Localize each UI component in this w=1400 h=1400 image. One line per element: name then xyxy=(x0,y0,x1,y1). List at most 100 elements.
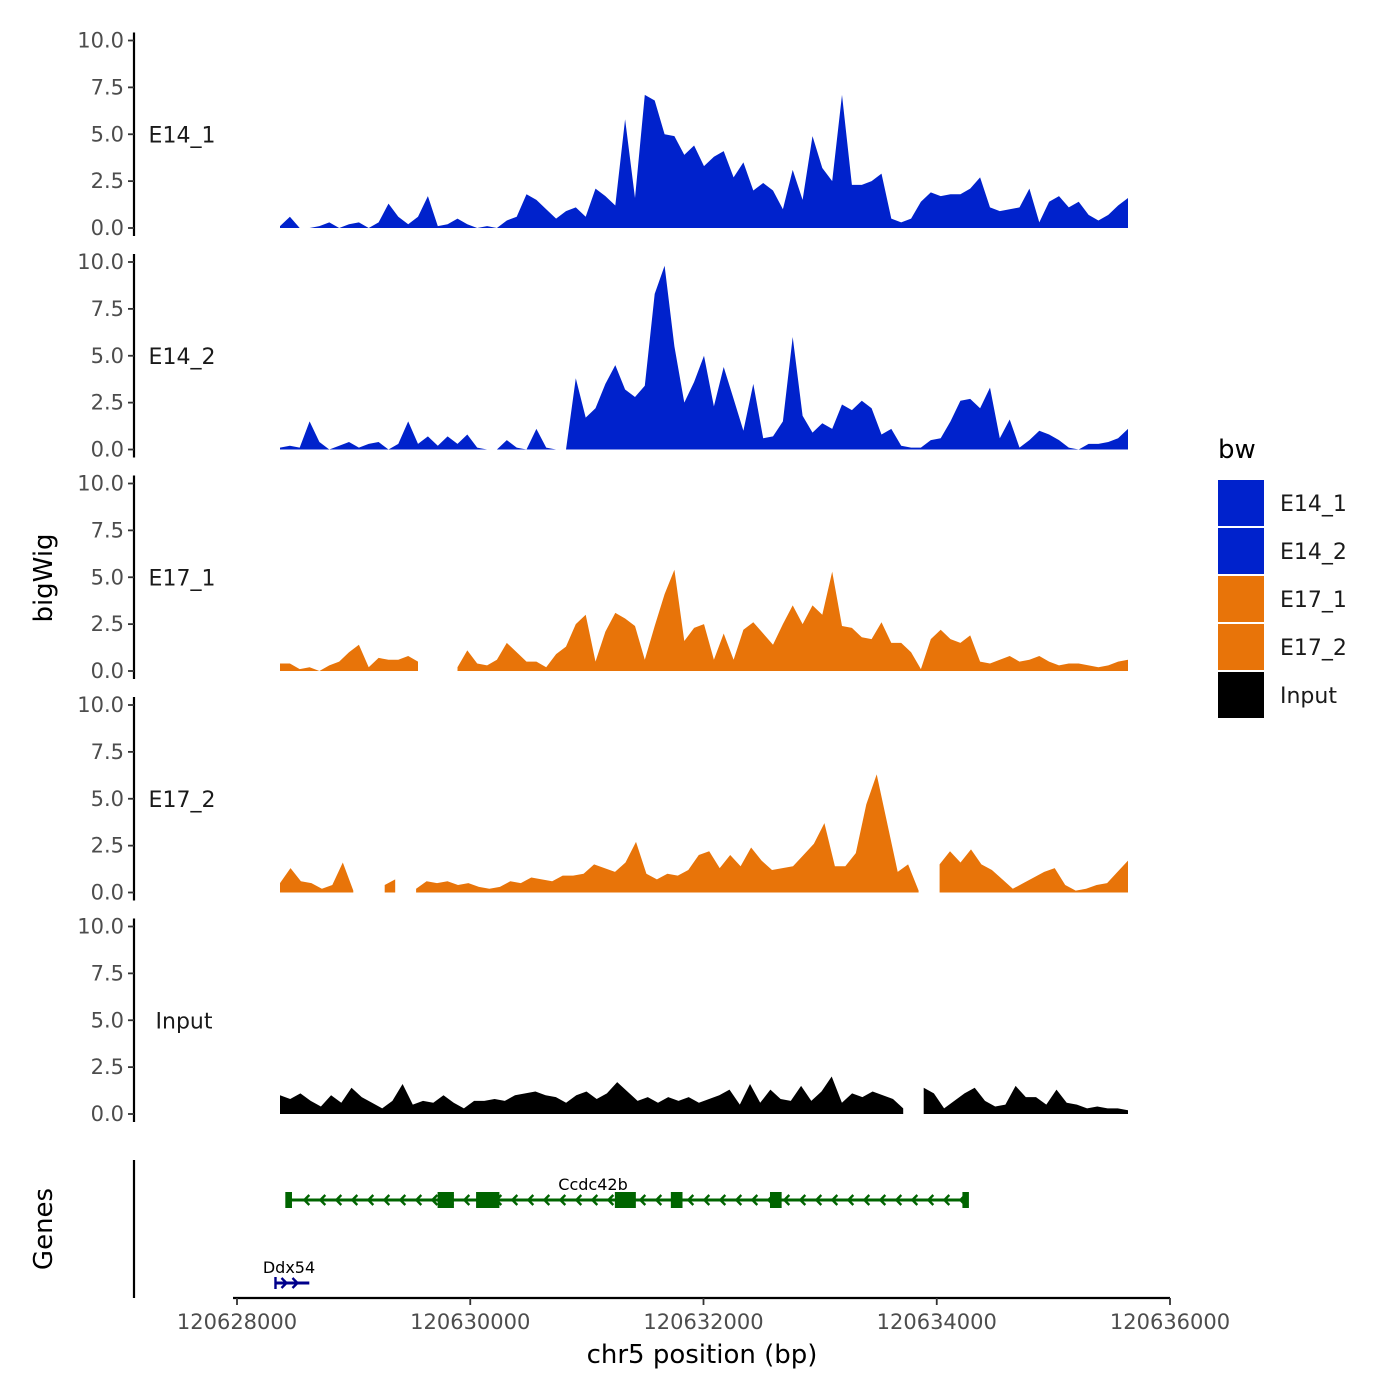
y-tick-label: 10.0 xyxy=(77,29,124,53)
legend: E14_1 E14_2 E17_1 E17_2 Input xyxy=(1218,480,1347,718)
gene-Ccdc42b: Ccdc42b xyxy=(285,1175,969,1208)
y-tick-label: 0.0 xyxy=(91,216,124,240)
y-tick-label: 0.0 xyxy=(91,881,124,905)
strand-arrow xyxy=(291,1277,300,1289)
strand-arrow xyxy=(590,1194,599,1206)
legend-key-E17_1 xyxy=(1218,576,1264,622)
strand-arrow xyxy=(830,1194,839,1206)
signal-area-E17_2 xyxy=(384,879,396,893)
track-E17_2: 0.0 2.5 5.0 7.5 10.0 E17_2 xyxy=(77,693,1128,905)
legend-label: E14_1 xyxy=(1280,492,1347,517)
signal-area-Input xyxy=(923,1085,1128,1114)
signal-area-E17_1 xyxy=(280,644,418,671)
legend-key-E14_2 xyxy=(1218,528,1264,574)
strand-arrow xyxy=(382,1194,391,1206)
x-tick-label: 120628000 xyxy=(177,1310,297,1334)
genes-panel: Ccdc42b Ddx54 xyxy=(132,1160,969,1298)
strand-arrow xyxy=(414,1194,423,1206)
legend-label: E17_1 xyxy=(1280,588,1347,613)
strand-arrow xyxy=(366,1194,375,1206)
signal-area-E14_1 xyxy=(280,94,1128,229)
legend-title: bw xyxy=(1218,435,1256,465)
legend-key-E14_1 xyxy=(1218,480,1264,526)
track-label: E14_2 xyxy=(149,345,216,370)
y-tick-label: 7.5 xyxy=(91,75,124,99)
track-E14_1: 0.0 2.5 5.0 7.5 10.0 E14_1 xyxy=(77,29,1128,240)
strand-arrow xyxy=(302,1194,311,1206)
y-tick-label: 2.5 xyxy=(91,169,124,193)
strand-arrow xyxy=(606,1194,615,1206)
y-tick-label: 0.0 xyxy=(91,659,124,683)
y-tick-label: 5.0 xyxy=(91,787,124,811)
signal-area-E17_2 xyxy=(939,849,1128,893)
strand-arrow xyxy=(798,1194,807,1206)
y-tick-label: 0.0 xyxy=(91,1102,124,1126)
strand-arrow xyxy=(350,1194,359,1206)
x-tick-label: 120634000 xyxy=(877,1310,997,1334)
strand-arrow xyxy=(702,1194,711,1206)
track-Input: 0.0 2.5 5.0 7.5 10.0 Input xyxy=(77,915,1128,1126)
strand-arrow xyxy=(814,1194,823,1206)
y-tick-label: 2.5 xyxy=(91,834,124,858)
signal-area-E17_2 xyxy=(280,862,354,893)
y-tick-label: 5.0 xyxy=(91,344,124,368)
track-label: E17_1 xyxy=(149,566,216,591)
strand-arrow xyxy=(926,1194,935,1206)
track-label: Input xyxy=(156,1009,213,1034)
track-E17_1: 0.0 2.5 5.0 7.5 10.0 E17_1 xyxy=(77,472,1128,683)
y-tick-label: 10.0 xyxy=(77,915,124,939)
signal-area-E17_1 xyxy=(457,569,1128,671)
x-tick-label: 120636000 xyxy=(1110,1310,1230,1334)
y-tick-label: 7.5 xyxy=(91,297,124,321)
strand-arrow xyxy=(750,1194,759,1206)
strand-arrow xyxy=(942,1194,951,1206)
signal-area-E14_2 xyxy=(280,265,1128,450)
strand-arrow xyxy=(542,1194,551,1206)
y-tick-label: 5.0 xyxy=(91,1008,124,1032)
track-E14_2: 0.0 2.5 5.0 7.5 10.0 E14_2 xyxy=(77,250,1128,462)
legend-label: E14_2 xyxy=(1280,540,1347,565)
exon xyxy=(476,1192,500,1208)
gene-label: Ddx54 xyxy=(263,1258,315,1277)
strand-arrow xyxy=(574,1194,583,1206)
legend-label: Input xyxy=(1280,684,1337,709)
y-tick-label: 7.5 xyxy=(91,740,124,764)
signal-area-E17_2 xyxy=(416,774,919,893)
strand-arrow xyxy=(510,1194,519,1206)
y-tick-label: 10.0 xyxy=(77,472,124,496)
y-tick-label: 10.0 xyxy=(77,250,124,274)
exon xyxy=(769,1192,782,1208)
strand-arrow xyxy=(558,1194,567,1206)
exon xyxy=(437,1192,454,1208)
strand-arrow xyxy=(718,1194,727,1206)
strand-arrow xyxy=(910,1194,919,1206)
gene-label: Ccdc42b xyxy=(558,1175,627,1194)
strand-arrow xyxy=(846,1194,855,1206)
y-tick-label: 10.0 xyxy=(77,693,124,717)
strand-arrow xyxy=(782,1194,791,1206)
y-axis-title: bigWig xyxy=(29,533,59,622)
y-tick-label: 7.5 xyxy=(91,961,124,985)
exon xyxy=(670,1192,683,1208)
x-tick-label: 120632000 xyxy=(643,1310,763,1334)
y-tick-label: 7.5 xyxy=(91,518,124,542)
x-axis-title: chr5 position (bp) xyxy=(587,1340,818,1370)
exon xyxy=(962,1192,969,1208)
x-axis: 120628000 120630000 120632000 120634000 1206… xyxy=(177,1296,1230,1334)
legend-key-Input xyxy=(1218,672,1264,718)
track-label: E14_1 xyxy=(149,123,216,148)
strand-arrow xyxy=(398,1194,407,1206)
y-tick-label: 5.0 xyxy=(91,565,124,589)
y-tick-label: 2.5 xyxy=(91,1055,124,1079)
strand-arrow xyxy=(862,1194,871,1206)
strand-arrow xyxy=(280,1277,289,1289)
gene-Ddx54: Ddx54 xyxy=(263,1258,315,1289)
exon xyxy=(285,1192,292,1208)
strand-arrow xyxy=(462,1194,471,1206)
genes-panel-title: Genes xyxy=(29,1188,59,1270)
strand-arrow xyxy=(654,1194,663,1206)
strand-arrow xyxy=(686,1194,695,1206)
y-tick-label: 0.0 xyxy=(91,438,124,462)
strand-arrow xyxy=(318,1194,327,1206)
